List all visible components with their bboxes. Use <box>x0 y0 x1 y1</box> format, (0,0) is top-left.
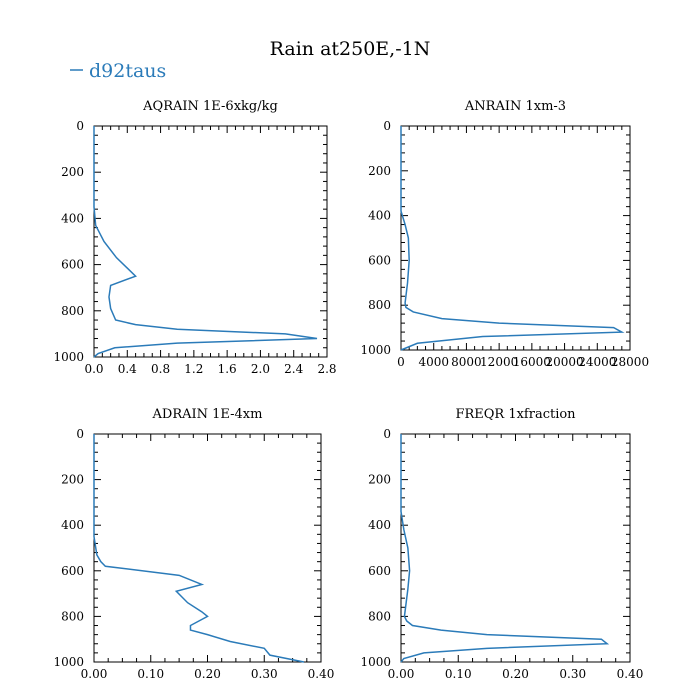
y-tick-label: 200 <box>61 165 84 179</box>
x-tick-label: 20000 <box>545 355 583 369</box>
y-tick-label: 200 <box>368 164 391 178</box>
x-tick-label: 8000 <box>451 355 482 369</box>
x-tick-label: 2.0 <box>251 362 270 376</box>
x-tick-label: 0.0 <box>84 362 103 376</box>
y-tick-label: 600 <box>61 258 84 272</box>
y-tick-label: 0 <box>383 427 391 441</box>
panel-3: FREQR 1xfraction 0.00 0.10 0.20 0.30 0.40 0 200… <box>360 407 643 681</box>
panel-title: ANRAIN 1xm-3 <box>464 99 566 114</box>
x-tick-label: 0.40 <box>308 667 335 681</box>
x-tick-label: 0.8 <box>151 362 170 376</box>
x-tick-label: 0 <box>397 355 405 369</box>
x-tick-label: 24000 <box>578 355 616 369</box>
legend: d92taus <box>70 60 166 82</box>
y-tick-label: 600 <box>368 564 391 578</box>
x-tick-label: 0.00 <box>388 667 415 681</box>
y-tick-label: 600 <box>368 253 391 267</box>
y-tick-label: 800 <box>368 609 391 623</box>
panel-title: FREQR 1xfraction <box>455 407 576 422</box>
panel-0: AQRAIN 1E-6xkg/kg 0.0 0.4 0.8 1.2 1.6 2.0 2.4 2.… <box>53 99 336 376</box>
x-tick-label: 0.10 <box>137 667 164 681</box>
x-tick-label: 2.4 <box>284 362 303 376</box>
series-line-d92taus <box>400 126 625 351</box>
x-tick-label: 1.6 <box>218 362 237 376</box>
y-tick-label: 0 <box>383 119 391 133</box>
y-tick-label: 800 <box>61 609 84 623</box>
y-tick-label: 200 <box>61 473 84 487</box>
y-tick-label: 200 <box>368 473 391 487</box>
x-tick-label: 0.20 <box>502 667 529 681</box>
panel-1: ANRAIN 1xm-30 4000 80001200016000200002400… <box>360 99 649 369</box>
y-tick-label: 1000 <box>53 655 84 669</box>
y-tick-label: 0 <box>76 427 84 441</box>
series-line-d92taus <box>93 434 305 663</box>
x-tick-label: 0.20 <box>194 667 221 681</box>
figure-title: Rain at250E,-1N <box>270 38 431 60</box>
y-tick-label: 800 <box>368 298 391 312</box>
series-line-d92taus <box>400 434 610 663</box>
y-tick-label: 400 <box>368 518 391 532</box>
y-tick-label: 400 <box>368 209 391 223</box>
series-line-d92taus <box>93 126 318 358</box>
x-tick-label: 2.8 <box>317 362 336 376</box>
plot-frame <box>93 433 322 663</box>
y-tick-label: 800 <box>61 304 84 318</box>
panel-2: ADRAIN 1E-4xm 0.00 0.10 0.20 0.30 0.40 0 200 400… <box>53 407 334 681</box>
panel-title: AQRAIN 1E-6xkg/kg <box>142 99 278 114</box>
y-tick-label: 1000 <box>360 655 391 669</box>
panels: AQRAIN 1E-6xkg/kg 0.0 0.4 0.8 1.2 1.6 2.0 2.4 2.… <box>53 99 649 681</box>
x-tick-label: 1.2 <box>184 362 203 376</box>
x-tick-label: 0.30 <box>559 667 586 681</box>
y-tick-label: 400 <box>61 518 84 532</box>
y-tick-label: 1000 <box>53 350 84 364</box>
x-tick-label: 0.40 <box>617 667 644 681</box>
legend-label: d92taus <box>89 60 166 82</box>
x-tick-label: 0.4 <box>118 362 137 376</box>
x-tick-label: 0.10 <box>445 667 472 681</box>
y-tick-label: 400 <box>61 211 84 225</box>
x-tick-label: 0.00 <box>81 667 108 681</box>
x-tick-label: 16000 <box>513 355 551 369</box>
x-tick-label: 28000 <box>611 355 649 369</box>
y-tick-label: 0 <box>76 119 84 133</box>
y-tick-label: 1000 <box>360 343 391 357</box>
x-tick-label: 4000 <box>418 355 449 369</box>
x-tick-label: 12000 <box>480 355 518 369</box>
panel-title: ADRAIN 1E-4xm <box>152 407 263 422</box>
plot-frame <box>400 433 631 663</box>
x-tick-label: 0.30 <box>251 667 278 681</box>
y-tick-label: 600 <box>61 564 84 578</box>
